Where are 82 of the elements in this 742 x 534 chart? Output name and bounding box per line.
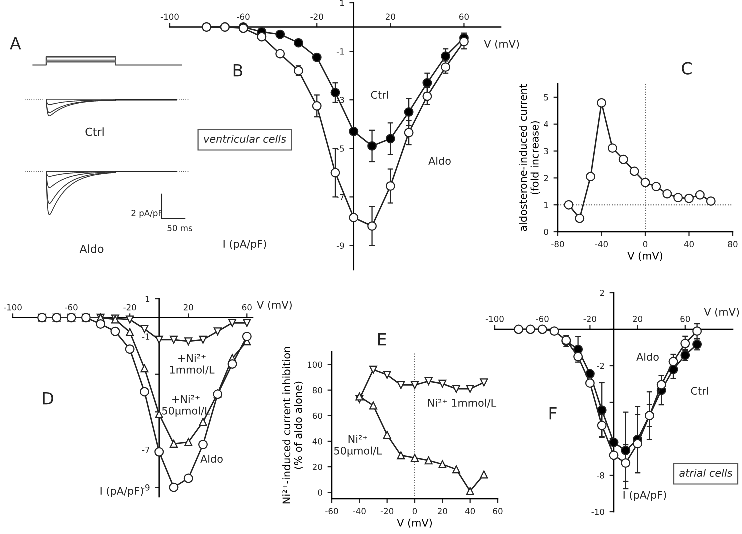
x-axis-title: V (mV) <box>484 40 520 50</box>
y-tick-label: -2 <box>597 362 604 370</box>
x-tick-label: 20 <box>386 14 396 20</box>
series-label: +Ni²⁺ 1mmol/L <box>170 354 215 375</box>
text: B <box>234 64 243 77</box>
y-tick-label: 0 <box>318 490 322 496</box>
x-tick-label: 60 <box>242 304 252 311</box>
y-tick-label: 5 <box>544 94 548 101</box>
series-label: Aldo <box>200 454 223 464</box>
y-axis-title: aldosterone-induced current (fold increase) <box>519 84 540 232</box>
y-tick-label: 40 <box>312 438 322 445</box>
y-tick-label: 1 <box>340 0 344 6</box>
x-tick-label: -20 <box>584 316 596 322</box>
text: 2 pA/pF <box>132 210 163 218</box>
y-axis-title: I (pA/pF) <box>224 240 266 250</box>
text: F <box>550 407 557 420</box>
series-label: Aldo <box>636 352 659 362</box>
y-tick-label: -10 <box>592 508 604 516</box>
y-axis-title: I (pA/pF) <box>100 486 144 498</box>
x-tick-label: 60 <box>680 316 690 322</box>
y-tick-label: -7 <box>142 446 150 454</box>
y-tick-label: -9 <box>336 242 344 250</box>
x-tick-label: -100 <box>160 14 179 20</box>
x-tick-label: -40 <box>595 241 608 248</box>
x-tick-label: 60 <box>493 508 503 514</box>
x-tick-label: -60 <box>65 304 78 311</box>
x-tick-label: 0 <box>643 241 648 248</box>
chart-title: E <box>378 333 386 346</box>
x-tick-label: -100 <box>486 316 504 322</box>
y-tick-label: 80 <box>312 387 322 394</box>
x-axis-title: V (mV) <box>628 252 663 262</box>
y-tick-label: -8 <box>597 472 604 479</box>
x-tick-label: -40 <box>353 508 366 514</box>
y-tick-label: 2 <box>544 175 548 182</box>
y-tick-label: 4 <box>544 121 549 128</box>
y-tick-label: 60 <box>312 412 322 420</box>
y-tick-label: 100 <box>308 362 322 368</box>
text: Aldo <box>80 244 104 254</box>
x-tick-label: -20 <box>310 14 324 20</box>
text: D <box>43 392 54 405</box>
x-tick-label: -100 <box>4 304 22 311</box>
y-axis-title: Ni²⁺-induced current inhibition (% of aldo alone) <box>282 347 304 504</box>
y-tick-label: 1 <box>146 296 150 302</box>
x-tick-label: 80 <box>728 241 738 248</box>
series-label: Ctrl <box>691 386 708 396</box>
series-label: Ni²⁺ 1mmol/L <box>428 398 497 408</box>
y-tick-label: -1 <box>336 48 344 55</box>
x-tick-label: 20 <box>633 316 643 322</box>
y-axis-title: I (pA/pF) <box>624 490 666 502</box>
series-label: Ni²⁺ 50µmol/L <box>334 435 382 457</box>
x-axis-title: V (mV) <box>257 300 292 310</box>
x-axis-title: V (mV) <box>397 518 432 528</box>
x-tick-label: -80 <box>552 241 564 248</box>
y-tick-label: 3 <box>544 148 548 155</box>
y-tick-label: -9 <box>142 484 150 491</box>
text: Aldo <box>428 156 451 166</box>
y-tick-label: 1 <box>544 202 548 208</box>
x-tick-label: 40 <box>684 241 694 248</box>
x-tick-label: 60 <box>460 14 469 20</box>
series-label: Ctrl <box>371 90 388 100</box>
x-tick-label: -20 <box>380 508 394 514</box>
x-tick-label: 40 <box>465 508 476 514</box>
x-tick-label: 20 <box>184 304 194 311</box>
y-tick-label: -1 <box>142 334 150 340</box>
annotation: ventricular cells <box>204 134 286 144</box>
y-tick-label: 2 <box>600 290 604 296</box>
y-tick-label: 0 <box>544 228 548 236</box>
x-axis-title: V (mV) <box>704 308 740 318</box>
annotation: atrial cells <box>680 468 733 478</box>
x-tick-label: -60 <box>326 508 338 514</box>
x-tick-label: 0 <box>412 508 418 514</box>
x-tick-label: 20 <box>438 508 448 514</box>
text: Ctrl <box>86 128 104 136</box>
y-tick-label: -5 <box>336 146 344 152</box>
x-tick-label: -60 <box>237 14 250 20</box>
chart-title: C <box>682 62 692 75</box>
y-tick-label: -7 <box>336 194 344 200</box>
x-tick-label: -20 <box>124 304 136 311</box>
x-tick-label: -60 <box>536 316 549 322</box>
text: A <box>10 37 22 50</box>
annotation: 50 ms <box>168 225 192 232</box>
y-tick-label: 20 <box>312 464 322 470</box>
